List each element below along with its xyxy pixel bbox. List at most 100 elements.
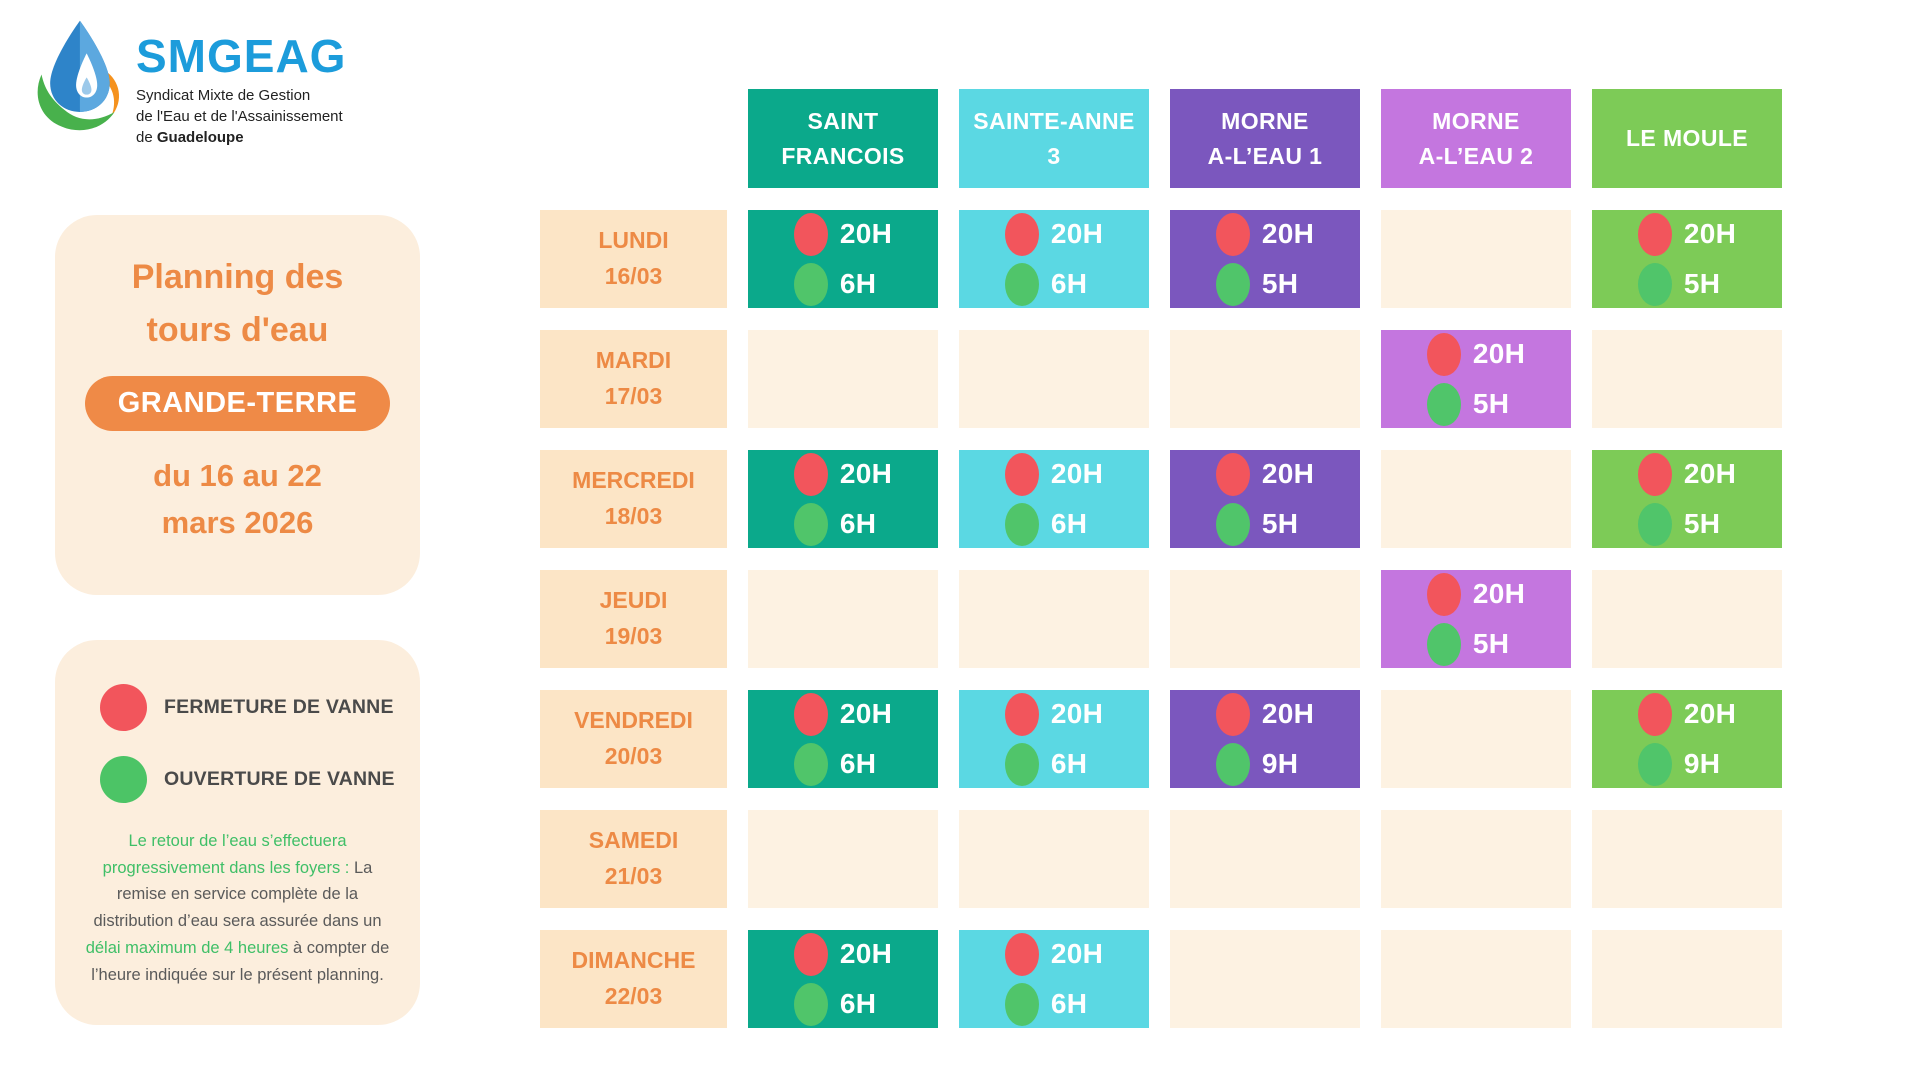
open-time-row: 6H xyxy=(793,742,892,786)
close-time-label: 20H xyxy=(1050,938,1104,969)
close-time-label: 20H xyxy=(1261,458,1315,489)
day-cell-dimanche: DIMANCHE 22/03 xyxy=(540,930,727,1028)
close-time-row: 20H xyxy=(793,932,892,976)
close-time-row: 20H xyxy=(1426,572,1525,616)
close-time-label: 20H xyxy=(839,698,893,729)
open-time-label: 6H xyxy=(839,508,877,539)
schedule-cell-mercredi-morne-a-l-eau-2 xyxy=(1381,450,1571,548)
open-valve-dot-icon xyxy=(1004,982,1039,1026)
open-time-label: 6H xyxy=(1050,508,1088,539)
schedule-cell-times: 20H 6H xyxy=(793,212,892,306)
close-valve-dot-icon xyxy=(1637,452,1672,496)
schedule-cell-dimanche-morne-a-l-eau-2 xyxy=(1381,930,1571,1028)
schedule-cell-times: 20H 5H xyxy=(1215,452,1315,546)
open-time-label: 5H xyxy=(1683,268,1721,299)
title-card: Planning des tours d'eau GRANDE-TERRE du… xyxy=(55,215,420,595)
close-valve-dot-icon xyxy=(793,452,828,496)
schedule-cell-samedi-morne-a-l-eau-1 xyxy=(1170,810,1360,908)
open-time-row: 5H xyxy=(1215,502,1314,546)
close-time-row: 20H xyxy=(1004,692,1103,736)
legend-card: FERMETURE DE VANNE OUVERTURE DE VANNE Le … xyxy=(55,640,420,1025)
schedule-cell-jeudi-le-moule xyxy=(1592,570,1782,668)
schedule-cell-times: 20H 9H xyxy=(1215,692,1314,786)
brand-subtitle-region: Guadeloupe xyxy=(156,128,244,146)
schedule-cell-lundi-morne-a-l-eau-2 xyxy=(1381,210,1571,308)
open-valve-dot-icon xyxy=(1004,262,1039,306)
column-header-le-moule: LE MOULE xyxy=(1592,89,1782,188)
open-time-label: 5H xyxy=(1261,508,1299,539)
close-time-label: 20H xyxy=(839,458,893,489)
day-cell-mercredi: MERCREDI 18/03 xyxy=(540,450,727,548)
open-valve-dot-icon xyxy=(1426,622,1461,666)
open-time-label: 5H xyxy=(1472,388,1510,419)
open-time-label: 6H xyxy=(1050,748,1088,779)
close-valve-dot-icon xyxy=(1004,212,1039,256)
brand-subtitle-line2: de l'Eau et de l'Assainissement xyxy=(136,107,343,125)
close-time-label: 20H xyxy=(1683,218,1737,249)
open-time-label: 6H xyxy=(1050,268,1088,299)
open-time-label: 5H xyxy=(1683,508,1721,539)
schedule-cell-times: 20H 6H xyxy=(793,692,893,786)
schedule-cell-times: 20H 9H xyxy=(1637,692,1736,786)
plan-date-line2: mars 2026 xyxy=(161,504,314,540)
open-time-row: 5H xyxy=(1637,502,1736,546)
open-valve-dot-icon xyxy=(1004,502,1039,546)
legend-note-segment: La remise en service complète de la dist… xyxy=(93,858,382,931)
plan-date-line1: du 16 au 22 xyxy=(153,458,322,494)
schedule-cell-mardi-morne-a-l-eau-1 xyxy=(1170,330,1360,428)
column-header-morne-a-l-eau-1: MORNE A-L’EAU 1 xyxy=(1170,89,1360,188)
plan-date-range: du 16 au 22 mars 2026 xyxy=(55,453,420,546)
schedule-cell-mardi-le-moule xyxy=(1592,330,1782,428)
open-time-label: 9H xyxy=(1683,748,1721,779)
day-cell-mardi: MARDI 17/03 xyxy=(540,330,727,428)
schedule-cell-lundi-saint-francois: 20H 6H xyxy=(748,210,938,308)
column-header-morne-a-l-eau-2: MORNE A-L’EAU 2 xyxy=(1381,89,1571,188)
open-time-label: 6H xyxy=(839,748,877,779)
open-time-row: 9H xyxy=(1637,742,1736,786)
open-valve-dot-icon xyxy=(793,982,828,1026)
open-valve-dot-icon xyxy=(1426,382,1461,426)
schedule-cell-mercredi-saint-francois: 20H 6H xyxy=(748,450,938,548)
schedule-cell-times: 20H 5H xyxy=(1426,332,1526,426)
close-time-label: 20H xyxy=(1261,218,1315,249)
open-time-label: 6H xyxy=(839,988,877,1019)
schedule-cell-vendredi-le-moule: 20H 9H xyxy=(1592,690,1782,788)
smgeag-water-drop-logo-icon xyxy=(37,20,120,131)
schedule-cell-times: 20H 6H xyxy=(793,932,892,1026)
day-cell-samedi: SAMEDI 21/03 xyxy=(540,810,727,908)
schedule-cell-dimanche-morne-a-l-eau-1 xyxy=(1170,930,1360,1028)
schedule-cell-mardi-sainte-anne-3 xyxy=(959,330,1149,428)
open-valve-dot-icon xyxy=(793,262,828,306)
close-time-label: 20H xyxy=(1472,338,1526,369)
brand-name: SMGEAG xyxy=(136,30,347,82)
open-valve-dot-icon xyxy=(1637,502,1672,546)
close-valve-dot-icon xyxy=(793,932,828,976)
brand-subtitle-line1: Syndicat Mixte de Gestion xyxy=(136,87,311,105)
schedule-cell-samedi-le-moule xyxy=(1592,810,1782,908)
open-time-row: 6H xyxy=(1004,982,1103,1026)
plan-title-line2: tours d'eau xyxy=(146,310,329,349)
brand-header: SMGEAG Syndicat Mixte de Gestion de l'Ea… xyxy=(30,14,346,148)
schedule-cell-dimanche-le-moule xyxy=(1592,930,1782,1028)
close-time-label: 20H xyxy=(1050,218,1104,249)
brand-subtitle-line3: de xyxy=(136,128,157,146)
schedule-cell-mercredi-morne-a-l-eau-1: 20H 5H xyxy=(1170,450,1360,548)
legend-note-segment: délai maximum de 4 heures xyxy=(85,938,289,957)
open-valve-dot-icon xyxy=(1215,262,1250,306)
brand-text: SMGEAG Syndicat Mixte de Gestion de l'Ea… xyxy=(136,32,346,148)
close-time-label: 20H xyxy=(1050,458,1104,489)
close-valve-dot-icon xyxy=(1215,692,1250,736)
open-valve-dot-icon xyxy=(793,742,828,786)
close-valve-dot-icon xyxy=(1215,212,1250,256)
close-time-row: 20H xyxy=(1215,692,1314,736)
schedule-cell-vendredi-morne-a-l-eau-1: 20H 9H xyxy=(1170,690,1360,788)
schedule-cell-lundi-le-moule: 20H 5H xyxy=(1592,210,1782,308)
schedule-cell-lundi-sainte-anne-3: 20H 6H xyxy=(959,210,1149,308)
open-time-row: 9H xyxy=(1215,742,1314,786)
open-time-label: 6H xyxy=(839,268,877,299)
close-valve-dot-icon xyxy=(793,212,828,256)
schedule-cell-vendredi-saint-francois: 20H 6H xyxy=(748,690,938,788)
schedule-cell-jeudi-saint-francois xyxy=(748,570,938,668)
legend-note-segment: à compter de l’heure indiquée sur le pré… xyxy=(91,938,390,984)
